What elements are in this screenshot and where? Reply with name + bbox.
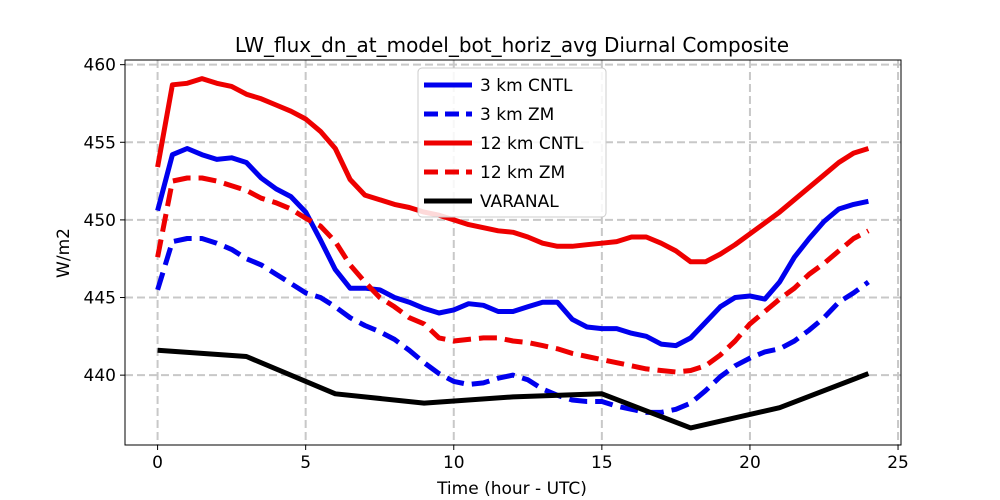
y-tick-label: 440: [84, 366, 116, 386]
legend-label-varanal: VARANAL: [480, 192, 559, 212]
series-line-12-km-zm: [155, 175, 870, 375]
x-tick-label: 5: [300, 453, 311, 473]
x-tick-label: 15: [591, 453, 613, 473]
y-axis-label: W/m2: [54, 228, 74, 278]
legend-label-3-km-cntl: 3 km CNTL: [480, 76, 573, 96]
chart-title: LW_flux_dn_at_model_bot_horiz_avg Diurna…: [235, 33, 789, 57]
plot-frame: [124, 59, 902, 446]
legend-box: [417, 67, 607, 218]
series-line-3-km-cntl: [155, 146, 869, 349]
x-tick-label: 25: [887, 453, 909, 473]
series-line-varanal: [157, 347, 870, 431]
y-tick-label: 455: [84, 133, 116, 153]
series-line-12-km-cntl: [155, 76, 870, 265]
legend-label-3-km-zm: 3 km ZM: [480, 105, 554, 125]
y-tick-label: 460: [84, 56, 116, 76]
x-tick-label: 10: [443, 453, 465, 473]
x-tick-label: 0: [152, 453, 163, 473]
x-axis-label: Time (hour - UTC): [436, 479, 587, 499]
y-tick-label: 445: [84, 289, 116, 309]
legend-label-12-km-cntl: 12 km CNTL: [480, 134, 584, 154]
y-tick-label: 450: [84, 211, 116, 231]
legend: 3 km CNTL 3 km ZM 12 km CNTL 12 km ZM VARANA…: [417, 67, 607, 218]
series-group: [155, 76, 870, 431]
x-tick-label: 20: [739, 453, 761, 473]
axis-ticks: 0 5 10 15 20 25 440 445 450 455 460: [84, 56, 909, 473]
legend-label-12-km-zm: 12 km ZM: [480, 163, 565, 183]
series-line-3-km-zm: [155, 236, 870, 415]
